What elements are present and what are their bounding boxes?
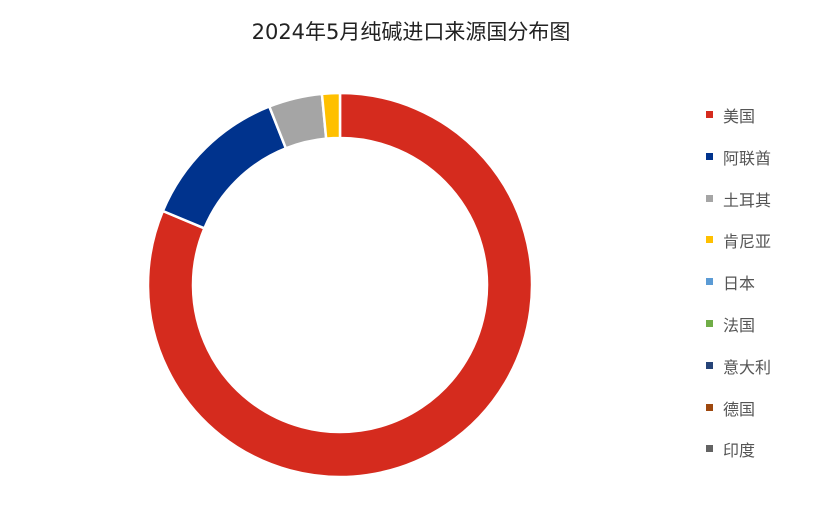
legend-swatch [706,319,713,327]
legend-label: 美国 [723,107,756,126]
legend-item: 德国 [706,396,771,438]
slice-1 [161,104,288,230]
legend-item: 日本 [706,270,771,312]
legend-label: 阿联酋 [723,148,772,168]
legend-item: 法国 [706,312,771,354]
legend-label: 德国 [723,399,756,419]
legend-swatch [706,236,713,244]
legend: 美国阿联酋土耳其肯尼亚日本法国意大利德国印度 [706,103,771,479]
legend-swatch [706,278,713,286]
legend-label: 日本 [723,274,756,294]
legend-swatch [706,194,713,202]
legend-label: 意大利 [723,357,772,377]
legend-item: 印度 [706,437,771,479]
legend-label: 法国 [723,315,756,335]
slice-0 [146,91,534,479]
legend-label: 印度 [723,441,756,461]
chart-title: 2024年5月纯碱进口来源国分布图 [251,20,571,44]
legend-swatch [706,152,713,160]
legend-item: 土耳其 [706,187,771,229]
legend-swatch [706,361,713,369]
legend-label: 肯尼亚 [723,232,772,252]
legend-item: 美国 [706,103,771,145]
legend-swatch [706,111,713,118]
legend-item: 肯尼亚 [706,228,771,270]
slice-3 [320,91,342,141]
legend-item: 阿联酋 [706,145,771,187]
legend-item: 意大利 [706,354,771,396]
legend-label: 土耳其 [723,190,772,210]
legend-swatch [706,445,713,453]
legend-swatch [706,403,713,411]
